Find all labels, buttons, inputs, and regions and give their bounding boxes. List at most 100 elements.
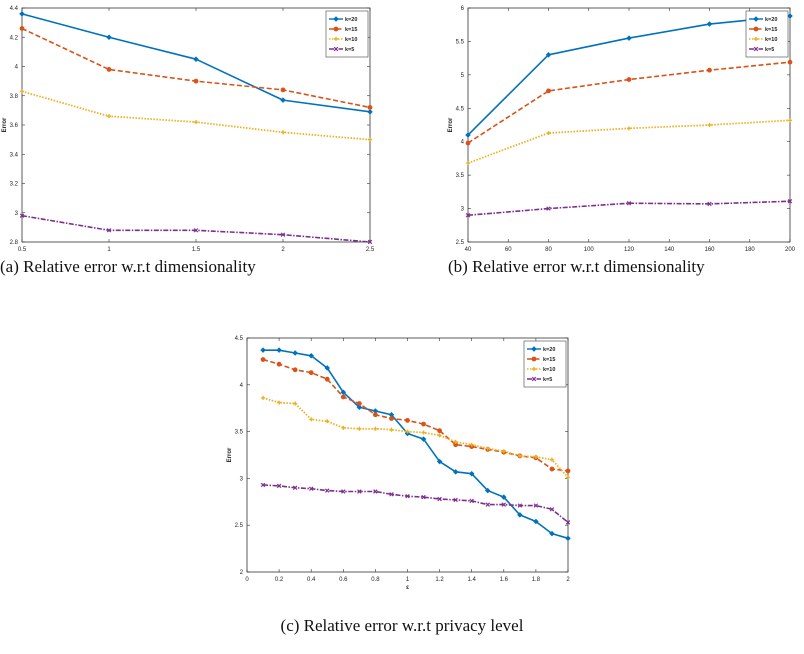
- data-point: [469, 442, 474, 447]
- legend-marker: [531, 356, 537, 362]
- data-point: [466, 161, 470, 166]
- x-tick-label: 1.8: [532, 577, 541, 583]
- data-point: [421, 494, 426, 500]
- data-point: [389, 427, 394, 432]
- legend-label: k=5: [345, 47, 354, 53]
- data-point: [193, 228, 199, 233]
- data-point: [293, 401, 298, 406]
- data-point: [106, 67, 112, 72]
- data-point: [324, 365, 331, 371]
- chart-c: 0 0.2 0.4 0.6 0.8 1 1.2 1.4 1.6 1.8 2 2 2.5 3 3.5 4 4.5 ε…: [227, 336, 571, 591]
- data-point: [280, 232, 286, 237]
- chart-a: 0.511.522.52.833.23.43.63.844.24.4Sample…: [2, 6, 375, 252]
- series-k10: [261, 395, 570, 480]
- data-point: [308, 353, 314, 359]
- series-k5: [260, 482, 571, 525]
- data-point: [437, 496, 442, 502]
- data-point: [517, 512, 523, 518]
- data-point: [357, 489, 362, 494]
- data-point: [367, 105, 373, 110]
- legend: k=20 k=15 k=10 k=5: [325, 10, 369, 58]
- y-tick-label: 4.2: [10, 35, 19, 41]
- data-point: [373, 426, 378, 431]
- y-tick-label: 4: [15, 65, 19, 71]
- data-point: [19, 26, 25, 31]
- series-k5: [19, 213, 373, 245]
- data-point: [546, 206, 551, 211]
- data-point: [465, 140, 471, 146]
- y-tick-label: 3.5: [456, 173, 465, 179]
- data-point: [706, 21, 713, 27]
- data-point: [421, 421, 426, 427]
- data-point: [437, 433, 442, 438]
- data-point: [565, 535, 571, 542]
- data-point: [707, 67, 712, 73]
- legend: k=20 k=15 k=10 k=5: [523, 340, 567, 388]
- series-line: [263, 349, 569, 540]
- x-tick-label: 140: [664, 247, 675, 252]
- data-point: [627, 126, 631, 131]
- data-point: [280, 87, 286, 93]
- y-tick-label: 3.5: [235, 430, 244, 436]
- legend-marker: [531, 346, 537, 352]
- data-point: [545, 52, 552, 58]
- data-point: [485, 446, 490, 451]
- y-axis-label: Error: [448, 117, 454, 132]
- data-point: [465, 213, 471, 218]
- legend-marker: [334, 37, 338, 41]
- data-point: [260, 482, 266, 488]
- y-tick-label: 3: [15, 211, 19, 217]
- legend-label: k=20: [345, 17, 357, 23]
- data-point: [19, 11, 25, 17]
- data-point: [193, 78, 199, 84]
- data-point: [194, 120, 198, 125]
- data-point: [436, 458, 443, 465]
- data-point: [468, 470, 475, 477]
- data-point: [787, 198, 793, 204]
- y-tick-label: 2.8: [10, 240, 19, 246]
- legend-marker: [333, 46, 339, 52]
- x-tick-label: 40: [465, 247, 472, 252]
- legend-label: k=10: [765, 37, 777, 43]
- data-point: [707, 201, 712, 207]
- data-point: [549, 466, 555, 472]
- x-tick-label: 100: [584, 247, 595, 252]
- legend-marker: [753, 26, 759, 32]
- chart-b: 40 60 80 100 120 140 160 180 200 2.5 3 3.5 4 4.5 5 5.5 6…: [448, 6, 796, 252]
- x-tick-label: 200: [785, 247, 796, 252]
- caption-b: (b) Relative error w.r.t dimensionality: [448, 257, 705, 276]
- data-point: [453, 497, 458, 503]
- data-point: [261, 395, 266, 400]
- y-tick-label: 4.4: [10, 6, 19, 12]
- data-point: [565, 468, 571, 474]
- data-point: [20, 89, 24, 94]
- data-point: [280, 97, 286, 103]
- legend-label: k=10: [543, 367, 555, 373]
- data-point: [566, 475, 570, 480]
- data-point: [549, 530, 555, 537]
- plot-frame: [21, 7, 371, 243]
- series-k15: [19, 26, 373, 110]
- data-point: [549, 457, 554, 462]
- data-point: [341, 489, 346, 494]
- data-point: [405, 493, 410, 499]
- x-tick-label: 180: [745, 247, 756, 252]
- data-point: [469, 498, 474, 504]
- y-tick-label: 3.6: [10, 123, 19, 129]
- x-tick-label: 1.6: [500, 577, 509, 583]
- series-line: [467, 119, 791, 164]
- data-point: [367, 109, 373, 115]
- series-k20: [465, 13, 793, 138]
- data-point: [357, 426, 362, 431]
- y-tick-label: 3: [461, 207, 465, 213]
- series-k15: [465, 59, 793, 146]
- data-point: [292, 350, 298, 356]
- x-tick-label: 160: [704, 247, 715, 252]
- data-point: [533, 518, 539, 525]
- data-point: [193, 56, 199, 62]
- legend-label: k=10: [345, 37, 357, 43]
- data-point: [484, 487, 491, 494]
- data-point: [788, 118, 792, 123]
- series-line: [262, 358, 569, 472]
- data-point: [389, 416, 394, 421]
